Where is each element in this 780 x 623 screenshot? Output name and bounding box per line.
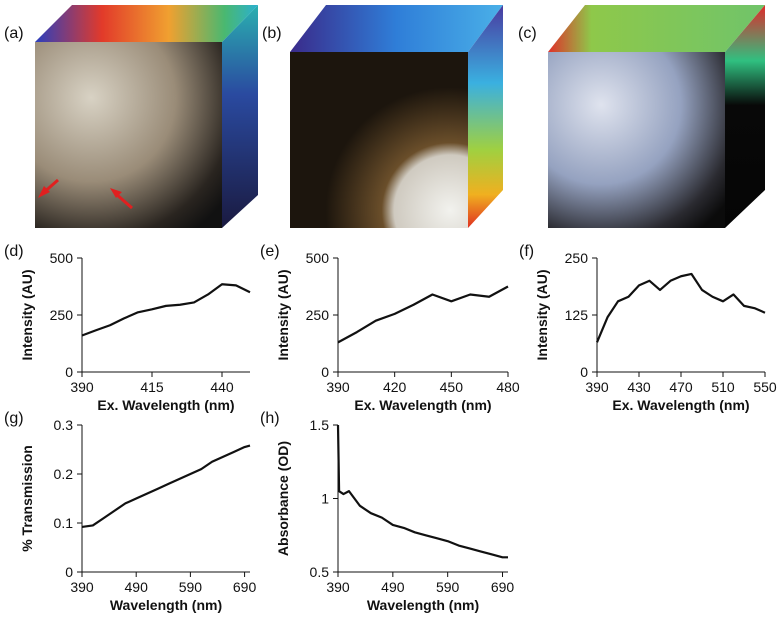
- data-line: [81, 444, 251, 529]
- data-line: [337, 285, 509, 344]
- y-tick-label: 1: [321, 491, 329, 507]
- x-axis-label: Wavelength (nm): [110, 597, 222, 613]
- x-tick-label: 470: [669, 379, 693, 395]
- x-axis-label: Wavelength (nm): [367, 597, 479, 613]
- y-tick-label: 125: [565, 307, 589, 323]
- y-tick-label: 0: [321, 364, 329, 380]
- y-tick-label: 250: [306, 307, 330, 323]
- x-tick-label: 590: [179, 579, 203, 595]
- y-tick-label: 1.5: [310, 417, 330, 433]
- x-tick-label: 490: [381, 579, 405, 595]
- x-tick-label: 550: [753, 379, 777, 395]
- x-tick-label: 415: [140, 379, 164, 395]
- cube-b: [290, 5, 503, 228]
- y-tick-label: 250: [565, 250, 589, 266]
- x-tick-label: 690: [233, 579, 257, 595]
- panel-label: (a): [4, 25, 24, 42]
- x-tick-label: 390: [585, 379, 609, 395]
- panel-label: (e): [260, 243, 280, 260]
- x-tick-label: 390: [326, 579, 350, 595]
- y-tick-label: 0.2: [54, 466, 74, 482]
- y-tick-label: 500: [306, 250, 330, 266]
- panel-label: (f): [519, 243, 534, 260]
- panel-label: (g): [4, 410, 24, 427]
- y-tick-label: 0: [580, 364, 588, 380]
- x-tick-label: 390: [70, 579, 94, 595]
- x-tick-label: 390: [70, 379, 94, 395]
- y-axis-label: % Transmission: [19, 445, 35, 552]
- panel-label: (h): [260, 410, 280, 427]
- cube-a: [35, 5, 258, 228]
- y-tick-label: 250: [50, 307, 74, 323]
- x-tick-label: 510: [711, 379, 735, 395]
- y-axis-label: Absorbance (OD): [275, 441, 291, 556]
- y-axis-label: Intensity (AU): [275, 270, 291, 361]
- panel-label: (b): [262, 25, 282, 42]
- x-axis-label: Ex. Wavelength (nm): [612, 397, 749, 413]
- cube-c: [548, 5, 765, 228]
- data-line: [336, 424, 508, 559]
- y-tick-label: 0.1: [54, 515, 74, 531]
- y-axis-label: Intensity (AU): [19, 270, 35, 361]
- x-tick-label: 450: [440, 379, 464, 395]
- x-axis-label: Ex. Wavelength (nm): [354, 397, 491, 413]
- x-tick-label: 430: [627, 379, 651, 395]
- y-tick-label: 500: [50, 250, 74, 266]
- data-line: [81, 283, 251, 337]
- panel-label: (c): [518, 25, 537, 42]
- data-line: [595, 272, 766, 343]
- x-tick-label: 690: [491, 579, 515, 595]
- y-axis-label: Intensity (AU): [534, 270, 550, 361]
- x-tick-label: 490: [125, 579, 149, 595]
- x-tick-label: 480: [496, 379, 520, 395]
- y-tick-label: 0: [65, 564, 73, 580]
- y-tick-label: 0.3: [54, 417, 74, 433]
- x-axis-label: Ex. Wavelength (nm): [97, 397, 234, 413]
- x-tick-label: 590: [436, 579, 460, 595]
- y-tick-label: 0: [65, 364, 73, 380]
- y-tick-label: 0.5: [310, 564, 330, 580]
- panel-label: (d): [4, 243, 24, 260]
- x-tick-label: 420: [383, 379, 407, 395]
- x-tick-label: 440: [210, 379, 234, 395]
- x-tick-label: 390: [326, 379, 350, 395]
